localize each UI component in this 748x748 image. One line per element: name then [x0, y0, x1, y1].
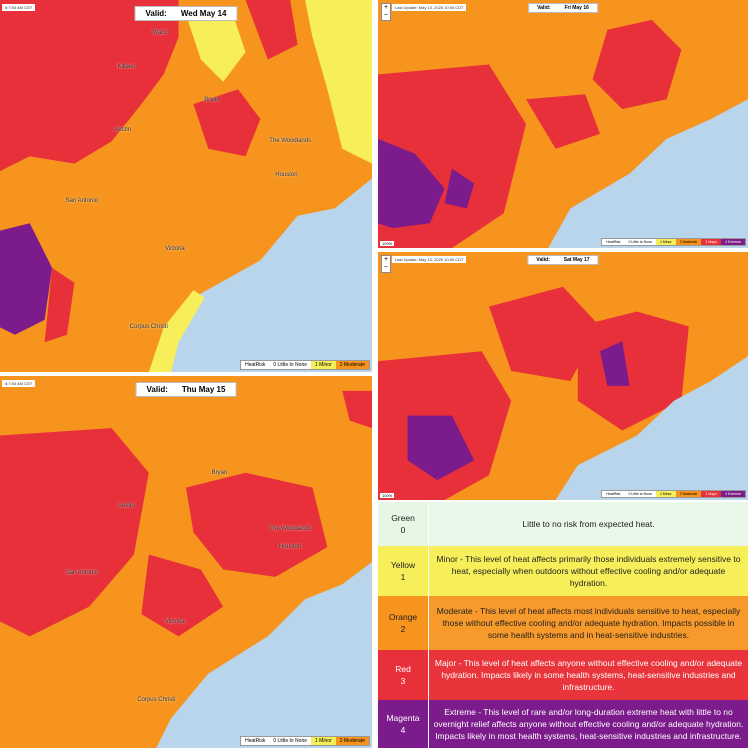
legend-item: 1 Minor	[311, 361, 336, 369]
description-cell: Major - This level of heat affects anyon…	[428, 650, 748, 700]
valid-label: Valid:	[536, 257, 550, 263]
timestamp: Last Update: May 13, 2025 10:00 CDT	[392, 256, 467, 263]
level-cell: Yellow 1	[378, 546, 429, 596]
table-row: Green 0 Little to no risk from expected he…	[378, 502, 748, 546]
map-panel: Valid: Sat May 17 + − Last Update: May 13, 2…	[378, 252, 748, 500]
timestamp: 5:7:60 AM CDT	[2, 380, 36, 387]
city-label: Austin	[114, 127, 132, 134]
zoom-level: 100%	[380, 241, 395, 246]
timestamp: 5:7:60 AM CDT	[2, 4, 36, 11]
valid-header: Valid: Fri May 16	[528, 3, 598, 13]
valid-date: Thu May 15	[181, 385, 226, 394]
legend-item: 0 Little to None	[269, 737, 312, 745]
legend-title: HeatRisk	[245, 738, 266, 744]
legend-title: HeatRisk	[245, 362, 266, 368]
legend-item: 0 Little to None	[624, 239, 656, 245]
legend: HeatRisk 0 Little to None 1 Minor 2 Moderat…	[240, 736, 370, 746]
table-row: Orange 2 Moderate - This level of heat aff…	[378, 596, 748, 650]
city-label: San Antonio	[65, 197, 99, 204]
legend-item: 4 Extreme	[721, 239, 745, 245]
table-row: Yellow 1 Minor - This level of heat affect…	[378, 546, 748, 596]
city-label: Corpus Christi	[129, 324, 168, 331]
legend-item: 3 Major	[701, 239, 722, 245]
level-cell: Orange 2	[378, 596, 429, 650]
description-cell: Moderate - This level of heat affects mo…	[428, 596, 748, 650]
legend-title: HeatRisk	[606, 240, 621, 244]
legend-item: 1 Minor	[311, 737, 336, 745]
valid-header: Valid: Thu May 15	[135, 382, 237, 397]
level-number: 1	[400, 572, 406, 582]
map-panel: Valid: Wed May 14 5:7:60 AM CDT Waco Killeen…	[0, 0, 372, 372]
legend-item: 0 Little to None	[269, 361, 312, 369]
legend-item: 1 Minor	[655, 239, 676, 245]
legend-title: HeatRisk	[606, 492, 621, 496]
level-name: Green	[391, 512, 415, 523]
city-label: San Antonio	[65, 570, 99, 577]
legend: HeatRisk 0 Little to None 1 Minor 2 Moderat…	[601, 238, 746, 246]
level-cell: Magenta 4	[378, 700, 429, 748]
level-number: 0	[400, 525, 406, 535]
map-shapes	[378, 19, 748, 248]
level-number: 4	[400, 725, 406, 735]
legend-item: 2 Moderate	[675, 239, 702, 245]
valid-date: Wed May 14	[180, 9, 227, 18]
level-number: 3	[400, 676, 406, 686]
legend-item: 0 Little to None	[624, 491, 656, 497]
map-panel: Valid: Fri May 16 + − Last Update: May 13, 2…	[378, 0, 748, 248]
map-shapes	[378, 286, 748, 500]
level-name: Yellow	[390, 559, 416, 570]
level-cell: Green 0	[378, 502, 429, 546]
map-panel: Valid: Thu May 15 5:7:60 AM CDT Bryan Austin…	[0, 376, 372, 748]
valid-date: Sat May 17	[563, 257, 590, 263]
city-label: Bryan	[211, 469, 228, 476]
map-shapes	[0, 390, 372, 748]
level-name: Red	[395, 663, 411, 674]
valid-header: Valid: Sat May 17	[527, 255, 599, 265]
valid-label: Valid:	[537, 5, 551, 11]
city-label: Austin	[118, 503, 135, 510]
legend-item: 1 Minor	[655, 491, 676, 497]
city-label: The Woodlands	[269, 138, 312, 145]
valid-label: Valid:	[146, 385, 168, 394]
level-number: 2	[400, 624, 406, 634]
city-label: The Woodlands	[269, 525, 312, 532]
zoom-level: 100%	[380, 493, 395, 498]
zoom-control[interactable]: + −	[381, 3, 391, 21]
city-label: Killeen	[117, 63, 136, 70]
city-label: Bryan	[204, 97, 220, 104]
map-shapes	[0, 0, 372, 372]
table-row: Magenta 4 Extreme - This level of rare and…	[378, 700, 748, 748]
legend-item: 4 Extreme	[721, 491, 745, 497]
valid-label: Valid:	[145, 9, 167, 18]
heatrisk-table: Green 0 Little to no risk from expected he…	[378, 502, 748, 748]
table-row: Red 3 Major - This level of heat affects a…	[378, 650, 748, 700]
city-label: Houston	[278, 544, 302, 551]
city-label: Corpus Christi	[137, 696, 176, 703]
city-label: Victoria	[164, 618, 185, 625]
city-label: Victoria	[164, 246, 185, 253]
zoom-control[interactable]: + −	[381, 255, 391, 273]
city-label: Houston	[275, 171, 298, 178]
legend: HeatRisk 0 Little to None 1 Minor 2 Moderat…	[601, 490, 746, 498]
timestamp: Last Update: May 13, 2025 10:00 CDT	[392, 4, 467, 11]
legend-item: 2 Moderate	[335, 361, 369, 369]
level-name: Orange	[388, 611, 418, 622]
valid-date: Fri May 16	[564, 5, 589, 11]
legend-item: 3 Major	[701, 491, 722, 497]
legend-item: 2 Moderate	[675, 491, 702, 497]
city-label: Waco	[152, 30, 168, 37]
description-cell: Extreme - This level of rare and/or long…	[428, 700, 748, 748]
level-cell: Red 3	[378, 650, 429, 700]
level-name: Magenta	[386, 712, 420, 723]
valid-header: Valid: Wed May 14	[134, 6, 238, 21]
legend: HeatRisk 0 Little to None 1 Minor 2 Moderat…	[240, 360, 370, 370]
description-cell: Little to no risk from expected heat.	[428, 502, 748, 546]
legend-item: 2 Moderate	[335, 737, 369, 745]
description-cell: Minor - This level of heat affects prima…	[428, 546, 748, 596]
